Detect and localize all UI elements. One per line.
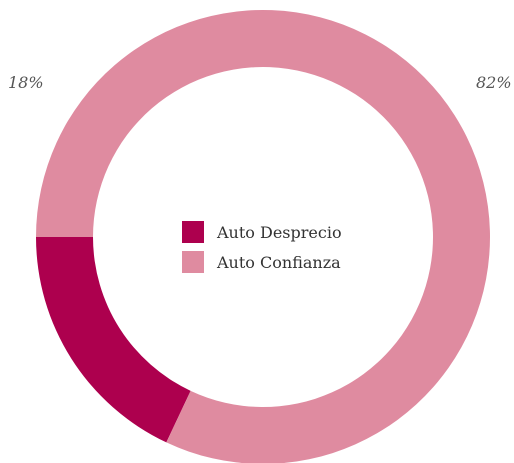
legend-swatch-auto-desprecio	[182, 221, 204, 243]
legend-swatch-auto-confianza	[182, 251, 204, 273]
legend-item-auto-confianza: Auto Confianza	[182, 250, 342, 274]
legend-item-auto-desprecio: Auto Desprecio	[182, 220, 342, 244]
slice-label-auto-desprecio: 18%	[8, 73, 44, 92]
donut-slices	[36, 10, 490, 463]
legend: Auto Desprecio Auto Confianza	[182, 220, 342, 280]
slice-auto-desprecio	[36, 237, 191, 443]
slice-label-auto-confianza: 82%	[476, 73, 512, 92]
legend-label-auto-desprecio: Auto Desprecio	[217, 222, 342, 242]
legend-label-auto-confianza: Auto Confianza	[217, 252, 341, 272]
